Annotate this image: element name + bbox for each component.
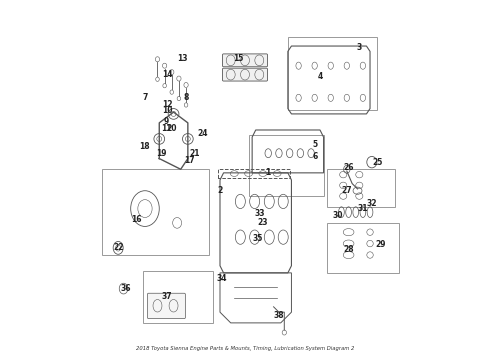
- Text: 22: 22: [113, 243, 123, 252]
- Text: 24: 24: [197, 129, 207, 138]
- Text: 5: 5: [312, 140, 317, 149]
- Text: 1: 1: [266, 168, 271, 177]
- Text: 36: 36: [120, 284, 130, 293]
- Text: 15: 15: [233, 54, 243, 63]
- Text: 16: 16: [131, 215, 141, 224]
- Text: 37: 37: [161, 292, 172, 301]
- Text: 7: 7: [142, 93, 147, 102]
- Text: 32: 32: [367, 199, 377, 208]
- Text: 28: 28: [343, 245, 354, 254]
- Text: 19: 19: [156, 149, 166, 158]
- Text: 10: 10: [162, 106, 173, 115]
- Text: 12: 12: [162, 100, 173, 109]
- Text: 34: 34: [217, 274, 227, 283]
- Text: 2018 Toyota Sienna Engine Parts & Mounts, Timing, Lubrication System Diagram 2: 2018 Toyota Sienna Engine Parts & Mounts…: [136, 346, 354, 351]
- FancyBboxPatch shape: [222, 54, 268, 67]
- Text: 20: 20: [167, 124, 177, 133]
- Text: 2: 2: [218, 186, 222, 195]
- Text: 17: 17: [184, 156, 195, 165]
- Text: 35: 35: [252, 234, 263, 243]
- Text: 14: 14: [162, 70, 173, 79]
- Text: 31: 31: [358, 204, 368, 213]
- FancyBboxPatch shape: [147, 293, 185, 319]
- Text: 13: 13: [177, 54, 188, 63]
- Text: 26: 26: [343, 163, 354, 172]
- Text: 18: 18: [139, 141, 149, 150]
- Text: 6: 6: [312, 152, 318, 161]
- Text: 25: 25: [372, 158, 382, 167]
- Text: 30: 30: [333, 211, 343, 220]
- Text: 8: 8: [183, 93, 189, 102]
- Text: 3: 3: [357, 43, 362, 52]
- Text: 21: 21: [190, 149, 200, 158]
- Text: 4: 4: [318, 72, 322, 81]
- Text: 9: 9: [164, 117, 169, 126]
- Text: 27: 27: [342, 186, 352, 195]
- Text: 29: 29: [375, 240, 386, 249]
- Text: 11: 11: [161, 124, 172, 133]
- Text: 38: 38: [273, 311, 284, 320]
- FancyBboxPatch shape: [222, 68, 268, 81]
- Text: 23: 23: [258, 219, 268, 228]
- Text: 33: 33: [254, 210, 265, 219]
